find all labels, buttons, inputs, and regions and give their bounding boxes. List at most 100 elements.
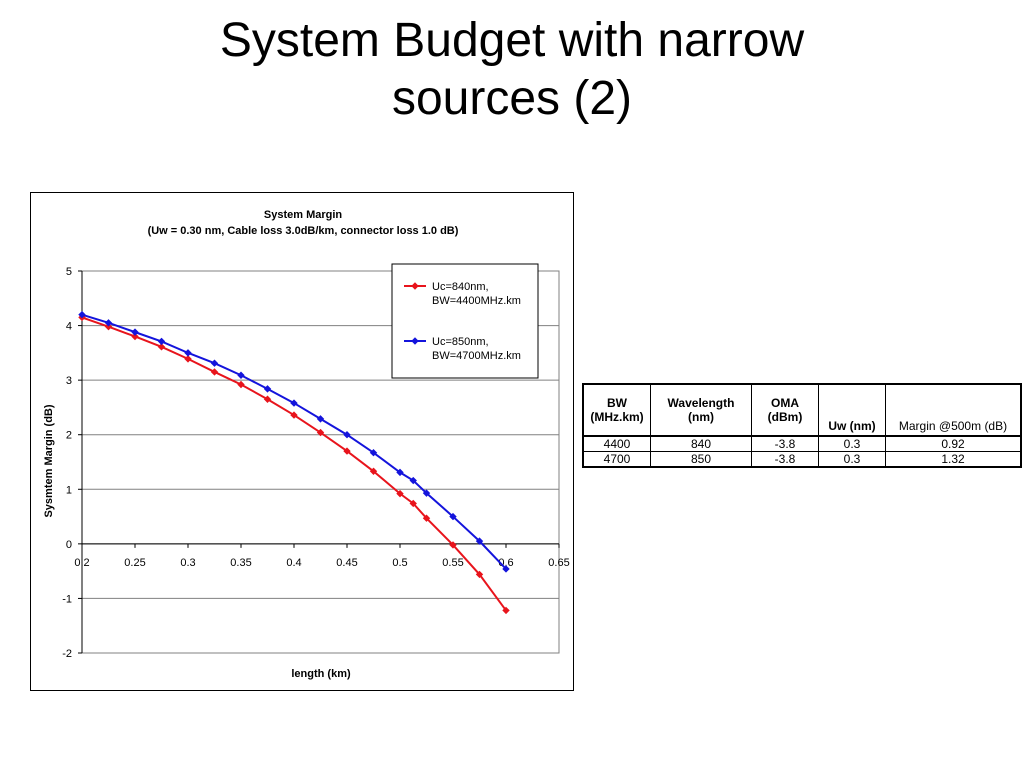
slide-title: System Budget with narrow sources (2): [0, 12, 1024, 128]
legend-label-1: Uc=840nm,: [432, 281, 489, 293]
data-point: [104, 322, 113, 331]
data-point: [369, 449, 378, 457]
data-point: [396, 468, 404, 477]
legend-label-2: BW=4700MHz.km: [432, 350, 521, 362]
data-point: [157, 343, 166, 351]
data-point: [475, 537, 484, 545]
data-point: [131, 328, 139, 336]
header-bw-line2: (MHz.km): [590, 410, 644, 424]
header-wavelength-line1: Wavelength: [667, 396, 735, 410]
y-tick-label: 5: [66, 266, 72, 278]
data-point: [104, 319, 113, 327]
header-margin-label: Margin @500m (dB): [898, 419, 1008, 433]
system-margin-chart: System Margin (Uw = 0.30 nm, Cable loss …: [43, 209, 570, 680]
cell-uw: 0.3: [818, 451, 886, 468]
x-tick-label: 0.65: [548, 557, 569, 569]
results-table: BW (MHz.km) Wavelength (nm) OMA (dBm) Uw…: [582, 383, 1022, 468]
data-point: [237, 371, 245, 379]
data-point: [449, 541, 457, 549]
cell-margin: 1.32: [885, 451, 1022, 468]
y-tick-label: 2: [66, 430, 72, 442]
x-tick-label: 0.35: [230, 557, 251, 569]
legend-label-1: BW=4400MHz.km: [432, 295, 521, 307]
header-bw: BW (MHz.km): [582, 383, 651, 437]
data-point: [343, 431, 351, 439]
y-tick-label: 3: [66, 375, 72, 387]
data-point: [475, 570, 484, 579]
y-axis-label: Sysmtem Margin (dB): [43, 404, 55, 517]
x-tick-label: 0.5: [392, 557, 407, 569]
data-point: [210, 359, 219, 367]
cell-oma: -3.8: [751, 451, 819, 468]
y-tick-label: 1: [66, 484, 72, 496]
header-margin: Margin @500m (dB): [885, 383, 1022, 437]
header-wavelength: Wavelength (nm): [650, 383, 752, 437]
y-tick-label: 4: [66, 321, 72, 333]
header-oma-line2: (dBm): [767, 410, 803, 424]
slide-title-line-1: System Budget with narrow: [219, 14, 805, 67]
x-tick-label: 0.45: [336, 557, 357, 569]
data-point: [502, 565, 510, 573]
x-tick-label: 0.25: [124, 557, 145, 569]
data-point: [409, 499, 417, 508]
cell-margin: 0.92: [885, 435, 1022, 452]
data-point: [422, 489, 431, 497]
data-point: [449, 512, 457, 521]
data-point: [263, 385, 272, 393]
data-point: [184, 349, 192, 357]
x-axis-label: length (km): [291, 668, 351, 680]
series-layer: [78, 310, 510, 615]
legend: Uc=840nm, BW=4400MHz.km Uc=850nm, BW=4700MH…: [391, 263, 539, 379]
legend-marker-1: [411, 282, 419, 290]
cell-wavelength: 840: [650, 435, 752, 452]
header-uw: Uw (nm): [818, 383, 886, 437]
y-tick-label: -2: [62, 648, 72, 660]
data-point: [316, 428, 325, 437]
data-point: [237, 380, 245, 389]
data-point: [502, 606, 510, 615]
table-row: 4400 840 -3.8 0.3 0.92: [582, 435, 1022, 452]
y-tick-label: -1: [62, 593, 72, 605]
header-oma: OMA (dBm): [751, 383, 819, 437]
x-tick-label: 0.2: [74, 557, 89, 569]
data-point: [78, 310, 86, 319]
legend-box: [391, 263, 539, 379]
cell-bw: 4700: [582, 451, 651, 468]
data-point: [184, 355, 192, 363]
header-wavelength-line2: (nm): [688, 410, 714, 424]
chart-title: System Margin: [264, 209, 343, 221]
data-point: [131, 332, 139, 341]
cell-uw: 0.3: [818, 435, 886, 452]
cell-wavelength: 850: [650, 451, 752, 468]
chart-subtitle: (Uw = 0.30 nm, Cable loss 3.0dB/km, conn…: [148, 225, 459, 237]
data-point: [290, 399, 298, 407]
table-header-row: BW (MHz.km) Wavelength (nm) OMA (dBm) Uw…: [582, 383, 1022, 437]
y-tick-label: 0: [66, 539, 72, 551]
data-point: [316, 415, 325, 423]
header-bw-line1: BW: [607, 396, 627, 410]
x-tick-label: 0.55: [442, 557, 463, 569]
data-point: [290, 411, 298, 419]
series-line: [81, 313, 507, 570]
chart-frame: System Margin (Uw = 0.30 nm, Cable loss …: [30, 192, 574, 691]
series-line: [81, 316, 507, 612]
data-point: [409, 476, 417, 485]
series-2: [78, 310, 510, 573]
data-point: [157, 337, 166, 346]
legend-label-2: Uc=850nm,: [432, 336, 489, 348]
table-row: 4700 850 -3.8 0.3 1.32: [582, 451, 1022, 468]
data-point: [422, 514, 431, 522]
header-oma-line1: OMA: [771, 396, 799, 410]
slide-title-line-2: sources (2): [391, 72, 633, 125]
legend-marker-2: [411, 337, 419, 345]
x-tick-label: 0.4: [286, 557, 301, 569]
data-point: [369, 467, 378, 475]
cell-oma: -3.8: [751, 435, 819, 452]
cell-bw: 4400: [582, 435, 651, 452]
header-uw-label: Uw (nm): [828, 419, 876, 433]
x-tick-label: 0.3: [180, 557, 195, 569]
data-point: [263, 395, 272, 403]
data-point: [343, 447, 351, 455]
data-point: [396, 489, 404, 498]
data-point: [210, 368, 219, 376]
